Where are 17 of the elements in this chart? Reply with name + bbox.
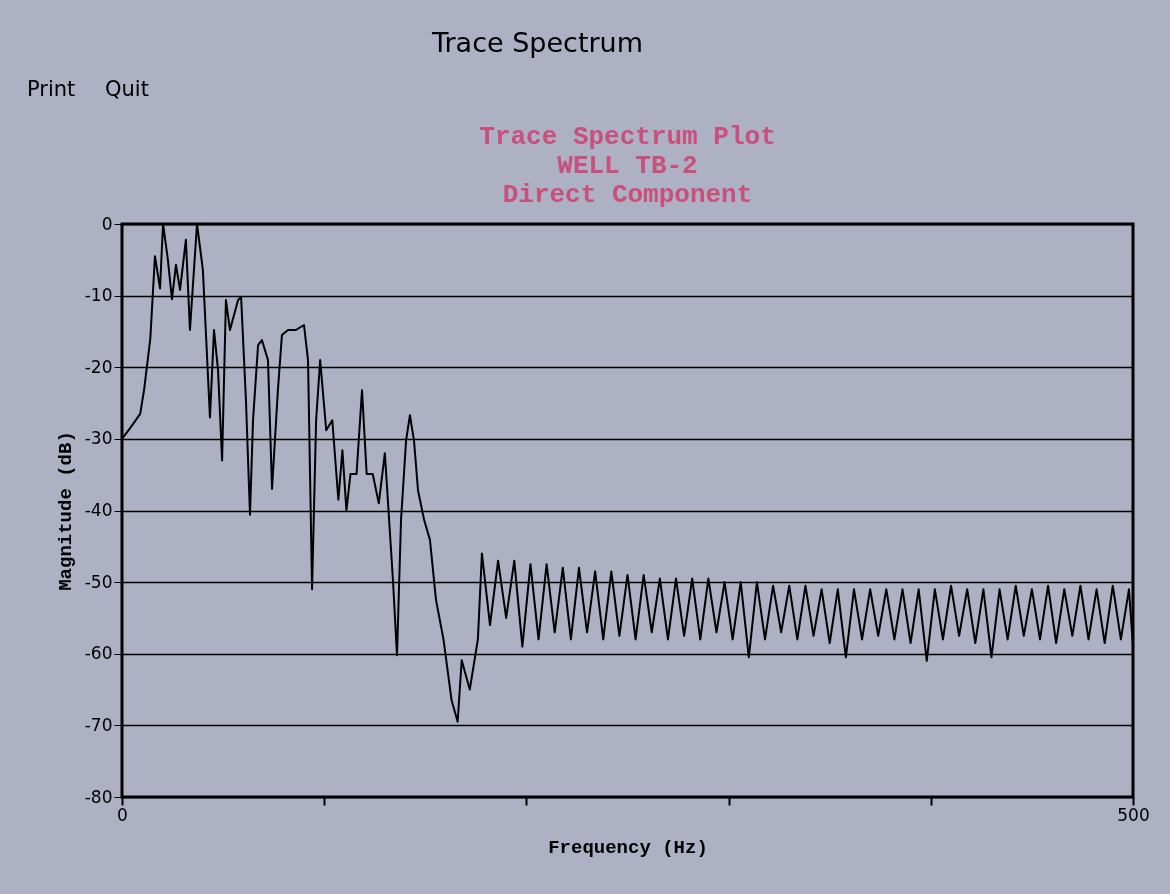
y-tick-label: -60: [84, 643, 113, 664]
y-tick-label: -40: [84, 500, 113, 520]
y-tick-label: -80: [84, 786, 113, 807]
text: Trace Spectrum: [430, 27, 644, 58]
x-axis-title: Frequency (Hz): [548, 836, 708, 859]
y-axis-title: Magnitude (dB): [54, 431, 77, 591]
text: Print: [27, 77, 76, 101]
y-tick-label: -30: [84, 428, 113, 449]
y-tick-label: 0: [101, 213, 113, 234]
y-tick-label: -20: [84, 356, 113, 377]
chart-subtitle: WELL TB-2 Direct Component: [502, 151, 753, 210]
y-tick-label: -50: [84, 571, 113, 592]
y-tick-label: -70: [84, 714, 113, 735]
x-tick-label: 500: [1117, 804, 1150, 825]
y-tick-label: -10: [84, 285, 113, 306]
text: Quit: [105, 77, 149, 101]
chart-title: Trace Spectrum Plot: [479, 122, 776, 152]
